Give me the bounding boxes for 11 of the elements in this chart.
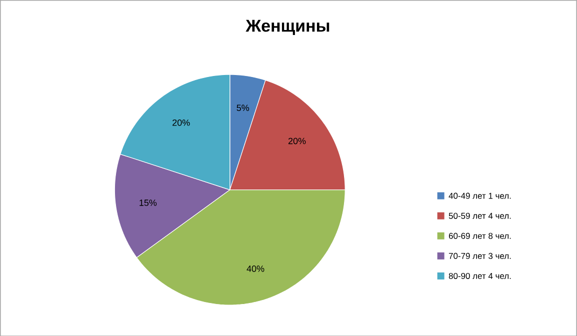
data-label: 15% — [140, 199, 157, 206]
data-label: 20% — [288, 138, 306, 144]
data-label: 20% — [172, 119, 190, 126]
chart-title: Женщины — [246, 20, 330, 35]
data-label: 5% — [236, 104, 250, 111]
legend-label: 70-79 лет 3 чел. — [448, 252, 511, 259]
legend-label: 80-90 лет 4 чел. — [448, 272, 511, 279]
legend-label: 60-69 лет 8 чел. — [448, 232, 511, 239]
legend-label: 40-49 лет 1 чел. — [448, 192, 511, 199]
data-label: 40% — [246, 265, 264, 272]
legend-label: 50-59 лет 4 чел. — [448, 212, 511, 219]
